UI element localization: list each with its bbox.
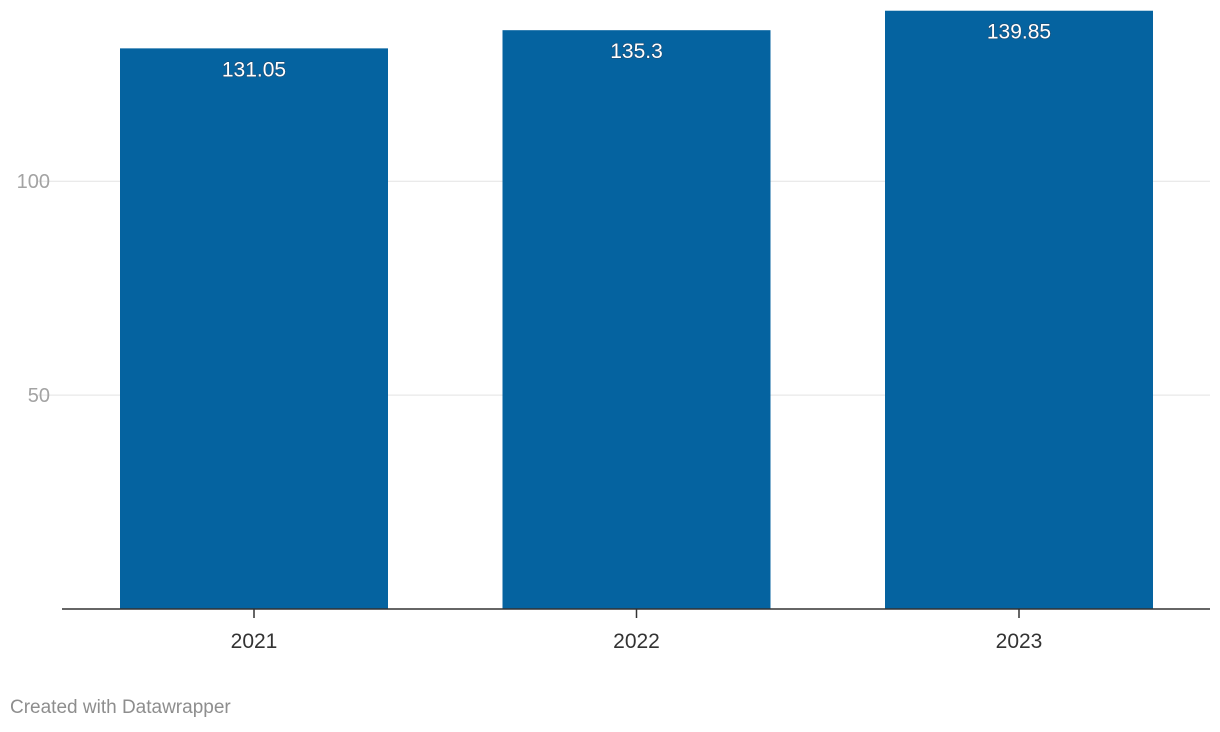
credit-text: Created with Datawrapper <box>10 697 231 718</box>
bar-2023 <box>885 10 1153 610</box>
y-tick-label-100: 100 <box>17 171 50 193</box>
y-tick-label-50: 50 <box>28 385 50 407</box>
bars <box>120 10 1153 610</box>
x-tick-label-2023: 2023 <box>996 630 1043 653</box>
bar-2022 <box>502 30 771 610</box>
value-label-2021: 131.05 <box>222 58 286 81</box>
bar-2021 <box>120 48 388 609</box>
x-tick-label-2021: 2021 <box>231 630 278 653</box>
x-tick-label-2022: 2022 <box>613 630 660 653</box>
x-axis: 2021 2022 2023 <box>62 608 1210 653</box>
value-label-2022: 135.3 <box>610 40 663 63</box>
value-labels: 131.05 135.3 139.85 <box>221 20 1051 82</box>
value-label-2023: 139.85 <box>987 21 1051 44</box>
